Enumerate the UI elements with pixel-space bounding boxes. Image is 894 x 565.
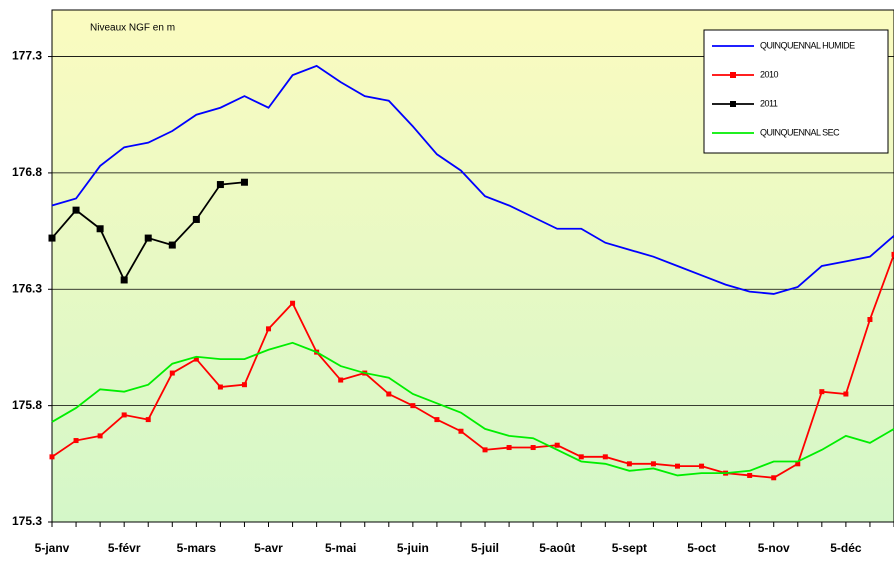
data-point xyxy=(241,179,248,186)
data-point xyxy=(675,464,680,469)
x-tick-label: 5-avr xyxy=(254,541,283,555)
x-tick-label: 5-déc xyxy=(830,541,862,555)
data-point xyxy=(651,461,656,466)
data-point xyxy=(146,417,151,422)
legend-marker xyxy=(730,72,736,78)
data-point xyxy=(98,433,103,438)
legend-marker xyxy=(730,101,736,107)
data-point xyxy=(771,475,776,480)
y-tick-label: 175.8 xyxy=(12,398,42,412)
data-point xyxy=(603,454,608,459)
data-point xyxy=(49,235,56,242)
data-point xyxy=(145,235,152,242)
data-point xyxy=(218,385,223,390)
chart-title: Niveaux NGF en m xyxy=(90,23,175,34)
data-point xyxy=(819,389,824,394)
data-point xyxy=(579,454,584,459)
x-tick-label: 5-août xyxy=(539,541,575,555)
x-tick-label: 5-oct xyxy=(687,541,716,555)
data-point xyxy=(867,317,872,322)
data-point xyxy=(121,276,128,283)
legend-label: 2011 xyxy=(760,98,778,108)
data-point xyxy=(242,382,247,387)
x-tick-label: 5-sept xyxy=(612,541,647,555)
data-point xyxy=(555,443,560,448)
legend-label: 2010 xyxy=(760,69,779,79)
y-tick-label: 176.8 xyxy=(12,165,42,179)
data-point xyxy=(266,326,271,331)
x-tick-label: 5-févr xyxy=(108,541,141,555)
data-point xyxy=(338,378,343,383)
data-point xyxy=(434,417,439,422)
x-tick-label: 5-nov xyxy=(758,541,790,555)
data-point xyxy=(170,371,175,376)
data-point xyxy=(122,412,127,417)
data-point xyxy=(531,445,536,450)
data-point xyxy=(290,301,295,306)
data-point xyxy=(193,216,200,223)
x-tick-label: 5-juin xyxy=(397,541,429,555)
data-point xyxy=(483,447,488,452)
legend-label: QUINQUENNAL HUMIDE xyxy=(760,40,855,50)
x-tick-label: 5-juil xyxy=(471,541,499,555)
data-point xyxy=(699,464,704,469)
y-tick-label: 175.3 xyxy=(12,514,42,528)
data-point xyxy=(747,473,752,478)
data-point xyxy=(458,429,463,434)
data-point xyxy=(169,242,176,249)
data-point xyxy=(97,225,104,232)
data-point xyxy=(507,445,512,450)
data-point xyxy=(627,461,632,466)
y-tick-label: 176.3 xyxy=(12,281,42,295)
data-point xyxy=(50,454,55,459)
x-tick-label: 5-mai xyxy=(325,541,356,555)
data-point xyxy=(74,438,79,443)
x-tick-label: 5-janv xyxy=(35,541,70,555)
data-point xyxy=(410,403,415,408)
data-point xyxy=(843,392,848,397)
data-point xyxy=(217,181,224,188)
legend-label: QUINQUENNAL SEC xyxy=(760,127,840,137)
y-tick-label: 177.3 xyxy=(12,49,42,63)
data-point xyxy=(73,207,80,214)
data-point xyxy=(386,392,391,397)
legend: QUINQUENNAL HUMIDE 2010 2011 QUINQUENNAL SE… xyxy=(704,30,888,153)
x-tick-label: 5-mars xyxy=(177,541,217,555)
